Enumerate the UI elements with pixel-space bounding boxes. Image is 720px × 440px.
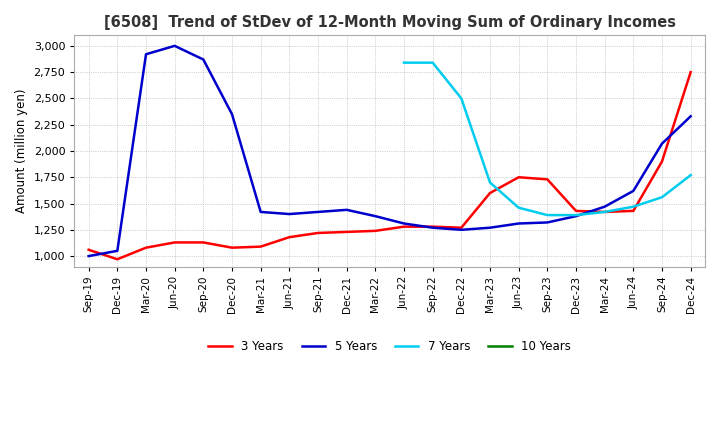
7 Years bbox=[428, 60, 437, 65]
Line: 3 Years: 3 Years bbox=[89, 72, 690, 259]
Y-axis label: Amount (million yen): Amount (million yen) bbox=[15, 89, 28, 213]
5 Years bbox=[457, 227, 466, 232]
5 Years bbox=[171, 43, 179, 48]
5 Years bbox=[428, 225, 437, 231]
3 Years bbox=[371, 228, 379, 234]
7 Years bbox=[543, 213, 552, 218]
5 Years bbox=[486, 225, 495, 231]
3 Years bbox=[199, 240, 207, 245]
7 Years bbox=[457, 96, 466, 101]
7 Years bbox=[514, 205, 523, 210]
3 Years bbox=[486, 191, 495, 196]
3 Years bbox=[600, 209, 609, 215]
3 Years bbox=[514, 175, 523, 180]
3 Years bbox=[657, 159, 666, 164]
5 Years bbox=[228, 111, 236, 117]
5 Years bbox=[314, 209, 323, 215]
5 Years bbox=[285, 211, 294, 216]
5 Years bbox=[84, 253, 93, 259]
3 Years bbox=[256, 244, 265, 249]
7 Years bbox=[657, 194, 666, 200]
3 Years bbox=[543, 177, 552, 182]
5 Years bbox=[342, 207, 351, 213]
7 Years bbox=[629, 204, 638, 209]
3 Years bbox=[342, 229, 351, 235]
3 Years bbox=[428, 224, 437, 229]
5 Years bbox=[572, 213, 580, 219]
3 Years bbox=[314, 230, 323, 235]
Legend: 3 Years, 5 Years, 7 Years, 10 Years: 3 Years, 5 Years, 7 Years, 10 Years bbox=[204, 335, 575, 358]
7 Years bbox=[600, 209, 609, 215]
Line: 7 Years: 7 Years bbox=[404, 62, 690, 215]
5 Years bbox=[629, 188, 638, 194]
5 Years bbox=[600, 204, 609, 209]
5 Years bbox=[686, 114, 695, 119]
Line: 5 Years: 5 Years bbox=[89, 46, 690, 256]
3 Years bbox=[285, 235, 294, 240]
7 Years bbox=[572, 213, 580, 218]
7 Years bbox=[400, 60, 408, 65]
5 Years bbox=[657, 141, 666, 146]
3 Years bbox=[171, 240, 179, 245]
3 Years bbox=[629, 208, 638, 213]
5 Years bbox=[256, 209, 265, 215]
5 Years bbox=[400, 221, 408, 226]
5 Years bbox=[142, 51, 150, 57]
3 Years bbox=[686, 70, 695, 75]
3 Years bbox=[142, 245, 150, 250]
5 Years bbox=[371, 213, 379, 219]
3 Years bbox=[572, 208, 580, 213]
Title: [6508]  Trend of StDev of 12-Month Moving Sum of Ordinary Incomes: [6508] Trend of StDev of 12-Month Moving… bbox=[104, 15, 675, 30]
5 Years bbox=[514, 221, 523, 226]
3 Years bbox=[400, 224, 408, 229]
5 Years bbox=[199, 57, 207, 62]
7 Years bbox=[686, 172, 695, 178]
3 Years bbox=[457, 225, 466, 231]
3 Years bbox=[228, 245, 236, 250]
5 Years bbox=[113, 248, 122, 253]
3 Years bbox=[113, 257, 122, 262]
7 Years bbox=[486, 180, 495, 185]
3 Years bbox=[84, 247, 93, 253]
5 Years bbox=[543, 220, 552, 225]
